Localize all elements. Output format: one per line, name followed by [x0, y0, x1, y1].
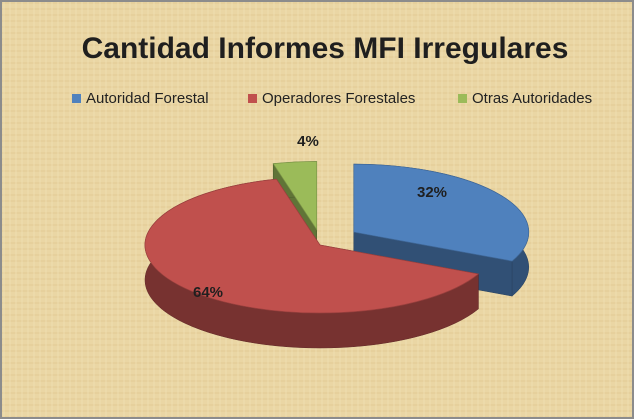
pie-slice	[144, 178, 480, 314]
data-label: 32%	[417, 184, 447, 201]
legend-swatch	[458, 94, 467, 103]
pie: 32% 64% 4%	[144, 133, 530, 349]
data-label: 64%	[193, 284, 223, 301]
legend-swatch	[72, 94, 81, 103]
legend-swatch	[248, 94, 257, 103]
legend-label: Autoridad Forestal	[86, 90, 209, 107]
legend-label: Otras Autoridades	[472, 90, 592, 107]
pie-slice	[272, 161, 318, 231]
data-label: 4%	[297, 133, 319, 150]
legend-label: Operadores Forestales	[262, 90, 415, 107]
pie-slice	[353, 163, 530, 262]
legend: Autoridad Forestal Operadores Forestales O…	[72, 90, 592, 107]
chart-title: Cantidad Informes MFI Irregulares	[82, 32, 569, 65]
